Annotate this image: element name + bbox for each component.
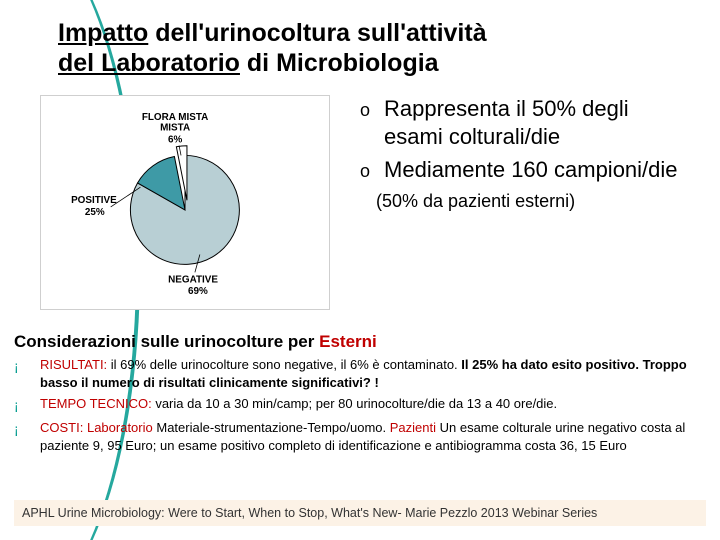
bullet-2: o Mediamente 160 campioni/die [360, 156, 690, 184]
risultati-text-1: il 69% delle urinocolture sono negative,… [107, 357, 461, 372]
label-tempo: TEMPO TECNICO: [40, 396, 152, 411]
costi-red-2: Pazienti [390, 420, 436, 435]
pie-chart: FLORA MISTA MISTA 6% POSITIVE 25% NEGATI… [41, 96, 329, 309]
ring-bullet-icon: ¡ [14, 419, 30, 454]
ring-bullet-icon: ¡ [14, 395, 30, 415]
title-rest-2: di Microbiologia [240, 49, 439, 77]
footer-citation: APHL Urine Microbiology: Were to Start, … [14, 500, 706, 526]
pie-label-flora-2: MISTA [160, 123, 190, 134]
pie-label-positive: POSITIVE [71, 195, 117, 206]
label-costi: COSTI: [40, 420, 83, 435]
title-rest-1: dell'urinocoltura sull'attività [148, 19, 486, 47]
slide-root: Impatto dell'urinocoltura sull'attività … [0, 0, 720, 540]
bullet-marker-icon: o [360, 95, 370, 150]
list-item: ¡ TEMPO TECNICO: varia da 10 a 30 min/ca… [14, 395, 706, 415]
bullet-2-text: Mediamente 160 campioni/die [384, 156, 678, 184]
two-column-region: FLORA MISTA MISTA 6% POSITIVE 25% NEGATI… [40, 95, 700, 325]
pie-pct-flora: 6% [168, 135, 183, 146]
ring-bullet-icon: ¡ [14, 356, 30, 391]
bullet-1-text: Rappresenta il 50% degli esami colturali… [384, 95, 690, 150]
section-heading: Considerazioni sulle urinocolture per Es… [14, 332, 377, 352]
slide-title: Impatto dell'urinocoltura sull'attività … [58, 18, 698, 78]
section-heading-red: Esterni [319, 332, 377, 351]
label-risultati: RISULTATI: [40, 357, 107, 372]
bullet-marker-icon: o [360, 156, 370, 184]
bullet-1: o Rappresenta il 50% degli esami coltural… [360, 95, 690, 150]
pie-label-flora: FLORA MISTA [142, 112, 208, 123]
pie-pct-negative: 69% [188, 286, 208, 297]
tempo-text: varia da 10 a 30 min/camp; per 80 urinoc… [152, 396, 557, 411]
costi-plain-1: Materiale-strumentazione-Tempo/uomo. [153, 420, 390, 435]
list-item: ¡ COSTI: Laboratorio Materiale-strumenta… [14, 419, 706, 454]
costi-red-1: Laboratorio [87, 420, 153, 435]
list-item: ¡ RISULTATI: il 69% delle urinocolture s… [14, 356, 706, 391]
pie-pct-positive: 25% [85, 207, 105, 218]
title-underline-2: del Laboratorio [58, 49, 240, 77]
title-underline-1: Impatto [58, 19, 148, 47]
considerations-list: ¡ RISULTATI: il 69% delle urinocolture s… [14, 356, 706, 458]
pie-chart-container: FLORA MISTA MISTA 6% POSITIVE 25% NEGATI… [40, 95, 330, 310]
section-heading-plain: Considerazioni sulle urinocolture per [14, 332, 319, 351]
main-bullets: o Rappresenta il 50% degli esami coltural… [340, 95, 690, 325]
bullets-sub: (50% da pazienti esterni) [376, 190, 690, 213]
pie-label-negative: NEGATIVE [168, 274, 218, 285]
